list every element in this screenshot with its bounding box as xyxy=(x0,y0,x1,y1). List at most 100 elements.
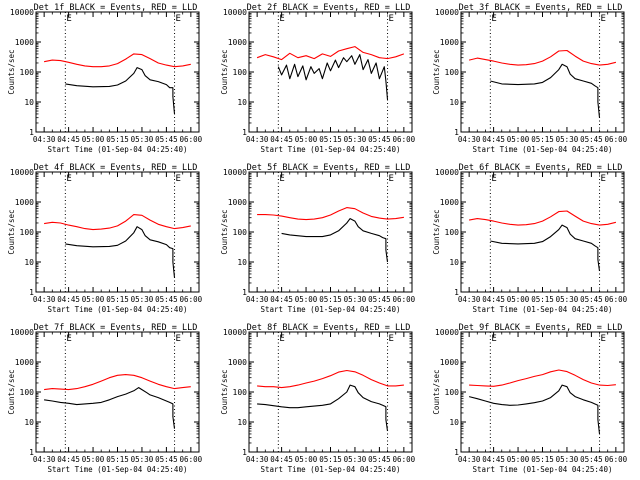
x-tick-label: 06:00 xyxy=(393,295,416,304)
x-axis-label: Start Time (01-Sep-04 04:25:40) xyxy=(261,305,401,314)
time-marker-label: E xyxy=(491,174,496,184)
time-marker-label: E xyxy=(176,174,181,184)
y-tick-label: 10000 xyxy=(435,328,459,337)
panel-det-4: Det 4f BLACK = Events, RED = LLD 1 10 100 10… xyxy=(7,163,203,314)
x-tick-label: 04:30 xyxy=(246,455,269,464)
x-tick-label: 04:30 xyxy=(458,135,481,144)
y-tick-label: 10 xyxy=(24,258,34,267)
series-events-line xyxy=(257,384,389,432)
y-axis-label: Counts/sec xyxy=(7,49,16,94)
y-tick-label: 1000 xyxy=(15,198,34,207)
x-tick-label: 04:30 xyxy=(33,295,56,304)
y-axis-label: Counts/sec xyxy=(220,369,229,414)
x-tick-label: 05:45 xyxy=(580,135,603,144)
x-axis-label: Start Time (01-Sep-04 04:25:40) xyxy=(473,305,613,314)
y-tick-label: 1000 xyxy=(228,38,247,47)
x-tick-label: 05:00 xyxy=(295,295,318,304)
y-tick-label: 100 xyxy=(20,388,35,397)
time-marker-label: E xyxy=(601,174,606,184)
panel-title: Det 4f BLACK = Events, RED = LLD xyxy=(34,163,198,173)
series-events-line xyxy=(277,54,389,100)
x-tick-label: 04:45 xyxy=(57,135,80,144)
y-tick-label: 100 xyxy=(20,228,35,237)
time-marker-label: E xyxy=(389,14,394,24)
panel-title: Det 7f BLACK = Events, RED = LLD xyxy=(34,323,198,333)
x-tick-label: 05:45 xyxy=(368,135,391,144)
y-tick-label: 100 xyxy=(20,68,35,77)
x-tick-label: 04:45 xyxy=(482,295,505,304)
time-marker-label: E xyxy=(279,14,284,24)
y-tick-label: 10000 xyxy=(10,328,34,337)
time-marker-label: E xyxy=(389,334,394,344)
time-marker-label: E xyxy=(279,174,284,184)
time-marker-label: E xyxy=(389,174,394,184)
x-tick-label: 05:15 xyxy=(106,455,129,464)
y-tick-label: 10000 xyxy=(435,168,459,177)
y-tick-label: 1000 xyxy=(440,198,459,207)
x-tick-label: 05:45 xyxy=(155,295,178,304)
x-tick-label: 05:45 xyxy=(580,455,603,464)
y-tick-label: 1000 xyxy=(228,198,247,207)
x-tick-label: 04:45 xyxy=(57,295,80,304)
time-marker-label: E xyxy=(491,14,496,24)
x-tick-label: 06:00 xyxy=(605,455,628,464)
time-marker-label: E xyxy=(601,14,606,24)
panel-det-5: Det 5f BLACK = Events, RED = LLD 1 10 100 10… xyxy=(220,163,416,314)
time-marker-label: E xyxy=(491,334,496,344)
y-tick-label: 100 xyxy=(445,388,460,397)
panel-title: Det 9f BLACK = Events, RED = LLD xyxy=(459,323,623,333)
y-tick-label: 10000 xyxy=(223,8,247,17)
x-tick-label: 04:45 xyxy=(482,455,505,464)
panel-title: Det 2f BLACK = Events, RED = LLD xyxy=(247,3,411,13)
y-tick-label: 1 xyxy=(454,288,459,297)
x-tick-label: 04:30 xyxy=(458,295,481,304)
x-tick-label: 04:30 xyxy=(246,295,269,304)
time-marker-label: E xyxy=(66,174,71,184)
x-tick-label: 05:30 xyxy=(344,455,367,464)
x-tick-label: 05:00 xyxy=(82,295,105,304)
y-axis-label: Counts/sec xyxy=(220,209,229,254)
x-tick-label: 04:45 xyxy=(482,135,505,144)
series-events-line xyxy=(468,384,601,434)
x-tick-label: 04:30 xyxy=(33,135,56,144)
x-tick-label: 06:00 xyxy=(393,455,416,464)
y-tick-label: 1 xyxy=(454,128,459,137)
x-tick-label: 05:00 xyxy=(82,135,105,144)
y-axis-label: Counts/sec xyxy=(7,209,16,254)
y-tick-label: 1 xyxy=(242,288,247,297)
y-tick-label: 10 xyxy=(237,258,247,267)
x-tick-label: 05:00 xyxy=(295,455,318,464)
y-tick-label: 10 xyxy=(237,418,247,427)
y-axis-label: Counts/sec xyxy=(432,209,441,254)
x-tick-label: 06:00 xyxy=(180,135,203,144)
time-marker-label: E xyxy=(66,334,71,344)
x-tick-label: 05:15 xyxy=(531,295,554,304)
x-tick-label: 05:30 xyxy=(131,135,154,144)
x-tick-label: 05:30 xyxy=(131,455,154,464)
x-tick-label: 05:30 xyxy=(556,135,579,144)
time-marker-label: E xyxy=(66,14,71,24)
y-axis-label: Counts/sec xyxy=(7,369,16,414)
x-tick-label: 05:15 xyxy=(106,295,129,304)
y-tick-label: 1 xyxy=(29,128,34,137)
series-events-line xyxy=(65,67,176,114)
panel-det-2: Det 2f BLACK = Events, RED = LLD 1 10 100 10… xyxy=(220,3,416,154)
y-axis-label: Counts/sec xyxy=(432,369,441,414)
y-tick-label: 100 xyxy=(445,68,460,77)
series-lld-line xyxy=(43,53,191,68)
x-tick-label: 05:15 xyxy=(319,295,342,304)
x-tick-label: 05:45 xyxy=(155,135,178,144)
series-lld-line xyxy=(257,369,404,389)
y-tick-label: 1000 xyxy=(440,38,459,47)
x-tick-label: 04:45 xyxy=(270,455,293,464)
x-tick-label: 04:45 xyxy=(57,455,80,464)
x-tick-label: 05:15 xyxy=(319,455,342,464)
y-tick-label: 1 xyxy=(242,448,247,457)
y-tick-label: 10000 xyxy=(10,8,34,17)
series-events-line xyxy=(281,218,389,263)
x-axis-label: Start Time (01-Sep-04 04:25:40) xyxy=(48,145,188,154)
x-tick-label: 05:15 xyxy=(531,455,554,464)
y-tick-label: 100 xyxy=(233,228,248,237)
panel-det-9: Det 9f BLACK = Events, RED = LLD 1 10 100 10… xyxy=(432,323,628,474)
